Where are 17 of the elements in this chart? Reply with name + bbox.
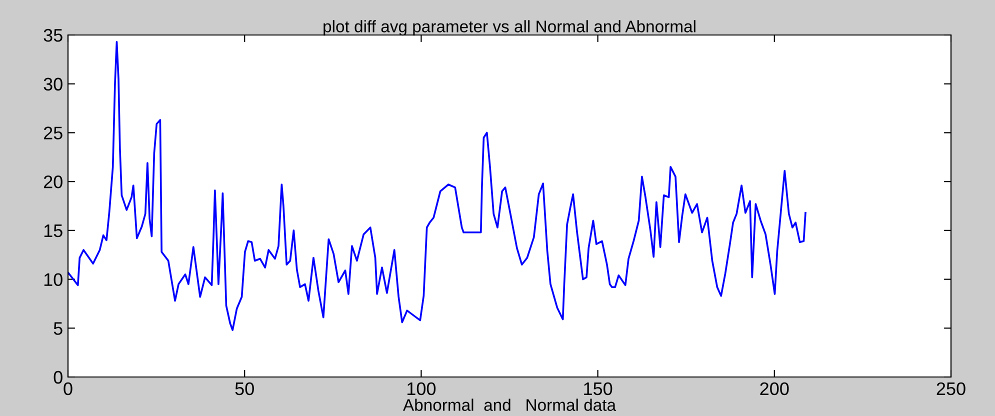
chart-title: plot diff avg parameter vs all Normal and Abnormal <box>324 20 696 36</box>
x-tick-label: 100 <box>408 382 436 396</box>
x-tick-label: 0 <box>64 382 72 396</box>
x-tick-label: 50 <box>235 382 254 396</box>
y-tick-label: 15 <box>44 224 62 238</box>
y-tick-label: 30 <box>44 78 62 91</box>
x-tick-label: 250 <box>936 382 966 396</box>
y-tick-label: 35 <box>44 28 62 42</box>
x-axis-title: Abnormal and Normal data <box>403 398 616 411</box>
x-tick-label: 150 <box>584 382 612 396</box>
x-tick-label: 200 <box>760 382 789 396</box>
y-tick-label: 0 <box>54 370 62 384</box>
y-tick-label: 5 <box>54 322 62 335</box>
y-tick-label: 25 <box>44 126 62 140</box>
line-series <box>68 40 806 331</box>
y-tick-label: 10 <box>44 273 62 286</box>
y-tick-label: 20 <box>44 176 62 188</box>
